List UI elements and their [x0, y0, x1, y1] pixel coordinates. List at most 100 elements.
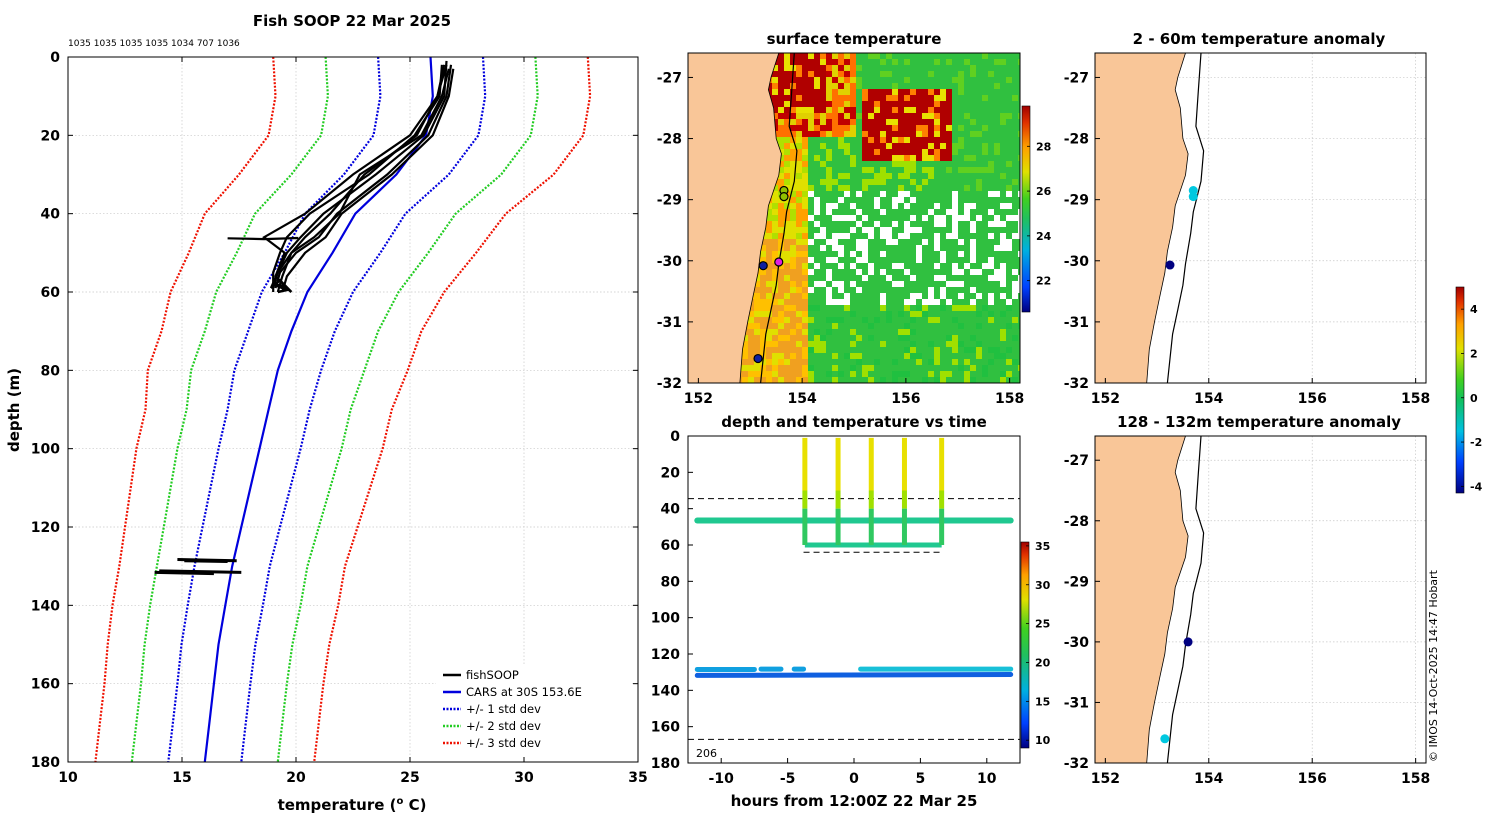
sst-cell	[790, 197, 796, 203]
sst-cell	[1018, 365, 1020, 371]
sst-cell	[802, 113, 808, 119]
sst-cell	[988, 161, 994, 167]
sst-cell	[928, 131, 934, 137]
sst-cell	[838, 125, 844, 131]
profile-ytick-label: 140	[31, 598, 60, 614]
sst-cell	[832, 83, 838, 89]
sst-cell	[988, 71, 994, 77]
sst-cell	[826, 95, 832, 101]
sst-cell	[796, 125, 802, 131]
sst-cell	[790, 101, 796, 107]
sst-cell	[1018, 215, 1020, 221]
sst-cell	[934, 119, 940, 125]
sst-cell	[814, 341, 820, 347]
sst-cell	[1012, 269, 1018, 275]
anom-colorbar-tick-label: 4	[1470, 303, 1478, 316]
sst-cell	[988, 209, 994, 215]
sst-cell	[868, 143, 874, 149]
sst-cell	[988, 263, 994, 269]
sst-cell	[790, 161, 796, 167]
anom-upper-ytick-label: -30	[1064, 254, 1090, 270]
sst-cell	[802, 269, 808, 275]
sst-cell	[796, 293, 802, 299]
sst-cell	[904, 101, 910, 107]
sst-cell	[772, 233, 778, 239]
sst-cell	[772, 245, 778, 251]
sst-cell	[946, 155, 952, 161]
anom-lower-xtick-label: 158	[1401, 771, 1430, 787]
ts-ytick-label: 160	[651, 720, 680, 736]
sst-cell	[916, 149, 922, 155]
sst-cell	[808, 317, 814, 323]
sst-cell	[952, 221, 958, 227]
profile-xtick-label: 25	[400, 770, 419, 786]
sst-cell	[1000, 119, 1006, 125]
sst-cell	[904, 107, 910, 113]
sst-cell	[802, 257, 808, 263]
sst-cell	[880, 167, 886, 173]
sst-cell	[772, 377, 778, 383]
sst-cell	[784, 347, 790, 353]
anom-upper-xtick-label: 152	[1091, 391, 1120, 407]
sst-cell	[778, 329, 784, 335]
sst-cell	[862, 167, 868, 173]
sst-cell	[910, 125, 916, 131]
sst-cell	[838, 113, 844, 119]
sst-cell	[790, 245, 796, 251]
sst-cell	[808, 89, 814, 95]
sst-cell	[796, 101, 802, 107]
sst-cell	[760, 287, 766, 293]
sst-cell	[928, 119, 934, 125]
sst-cell	[772, 65, 778, 71]
sst-cell	[838, 95, 844, 101]
sst-colorbar-tick-label: 24	[1036, 230, 1052, 243]
sst-cell	[832, 377, 838, 383]
sst-cell	[1000, 329, 1006, 335]
sst-cell	[814, 113, 820, 119]
sst-cell	[790, 275, 796, 281]
sst-cell	[1000, 311, 1006, 317]
sst-cell	[958, 143, 964, 149]
sst-cell	[1018, 221, 1020, 227]
sst-cell	[1006, 185, 1012, 191]
sst-cell	[910, 341, 916, 347]
sst-cell	[1012, 179, 1018, 185]
sst-cell	[952, 335, 958, 341]
sst-cell	[820, 77, 826, 83]
sst-cell	[790, 113, 796, 119]
sst-cell	[862, 227, 868, 233]
sst-cell	[940, 149, 946, 155]
sst-cell	[868, 233, 874, 239]
sst-cell	[784, 371, 790, 377]
sst-cell	[934, 233, 940, 239]
anom-lower-ytick-label: -30	[1064, 635, 1090, 651]
sst-cell	[934, 95, 940, 101]
sst-cell	[970, 167, 976, 173]
ts-xtick-label: 5	[916, 771, 926, 787]
sst-cell	[898, 371, 904, 377]
sst-cell	[958, 89, 964, 95]
profile-xtick-label: 20	[286, 770, 306, 786]
sst-cell	[784, 275, 790, 281]
sst-cell	[784, 221, 790, 227]
sst-cell	[904, 59, 910, 65]
sst-cell	[742, 359, 748, 365]
sst-cell	[1012, 233, 1018, 239]
sst-cell	[790, 329, 796, 335]
sst-cell	[772, 275, 778, 281]
sst-cell	[796, 197, 802, 203]
sst-cell	[988, 275, 994, 281]
sst-cell	[862, 245, 868, 251]
sst-cell	[796, 353, 802, 359]
credit-text: © IMOS 14-Oct-2025 14:47 Hobart	[1427, 569, 1440, 762]
anom-upper-xtick-label: 158	[1401, 391, 1430, 407]
sst-cell	[820, 107, 826, 113]
sst-cell	[1012, 293, 1018, 299]
sst-station	[774, 257, 784, 267]
sst-cell	[850, 203, 856, 209]
sst-cell	[880, 71, 886, 77]
sst-cell	[826, 269, 832, 275]
sst-cell	[796, 65, 802, 71]
sst-cell	[754, 347, 760, 353]
sst-cell	[814, 83, 820, 89]
